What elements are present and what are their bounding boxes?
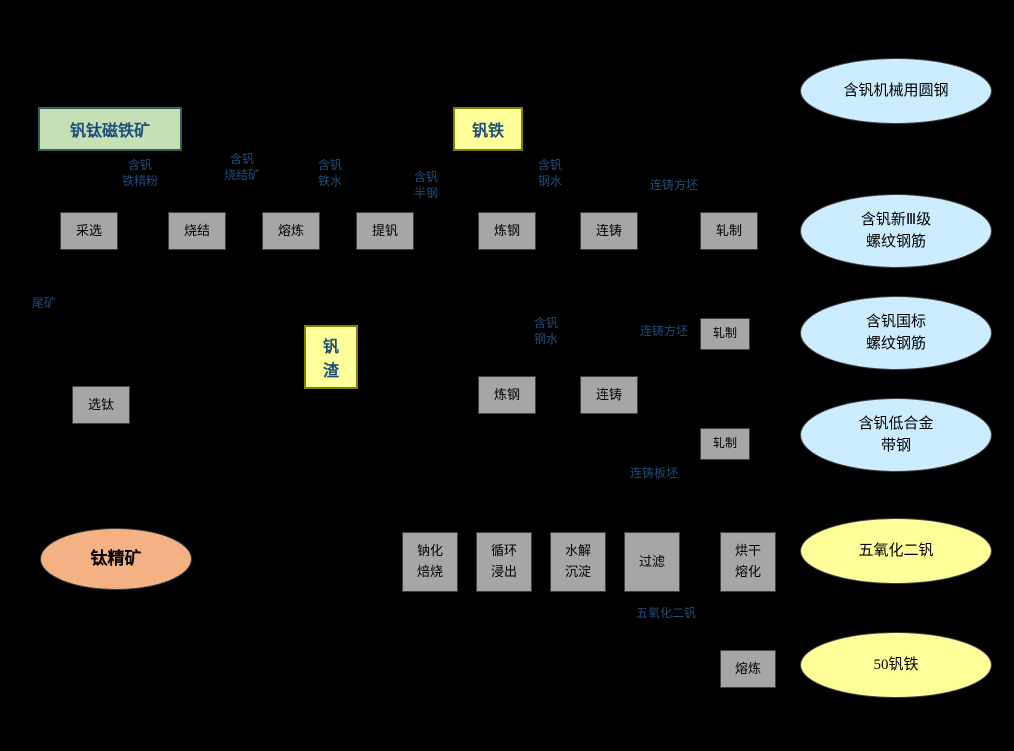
box-caixuan: 采选 [60, 212, 118, 250]
label-sinter: 含钒 烧结矿 [224, 152, 260, 183]
header-vti-ore: 钒钛磁铁矿 [38, 107, 182, 151]
box-zhazhi2: 轧制 [700, 318, 750, 350]
box-shaojie: 烧结 [168, 212, 226, 250]
label-slab: 连铸板坯 [630, 466, 678, 482]
box-liangang1: 炼钢 [478, 212, 536, 250]
header-vfe: 钒铁 [453, 107, 523, 151]
box-ronglian: 熔炼 [262, 212, 320, 250]
box-zhazhi3: 轧制 [700, 428, 750, 460]
box-guolv: 过滤 [624, 532, 680, 592]
box-honggan: 烘干 熔化 [720, 532, 776, 592]
box-xunhuan: 循环 浸出 [476, 532, 532, 592]
ellipse-out-round-steel: 含钒机械用圆钢 [800, 58, 992, 124]
ellipse-out-v2o5: 五氧化二钒 [800, 518, 992, 584]
box-xuanti: 选钛 [72, 386, 130, 424]
label-steel-water2: 含钒 钢水 [534, 316, 558, 347]
label-fe-powder: 含钒 铁精粉 [122, 158, 158, 189]
box-lianzhu1: 连铸 [580, 212, 638, 250]
box-ronglian2: 熔炼 [720, 650, 776, 688]
ellipse-out-50vfe: 50钒铁 [800, 632, 992, 698]
ellipse-out-rebar-gb: 含钒国标 螺纹钢筋 [800, 296, 992, 370]
box-lianzhu2: 连铸 [580, 376, 638, 414]
ellipse-out-rebar-3: 含钒新Ⅲ级 螺纹钢筋 [800, 194, 992, 268]
label-v2o5: 五氧化二钒 [636, 606, 696, 622]
ellipse-out-strip: 含钒低合金 带钢 [800, 398, 992, 472]
box-zhazhi1: 轧制 [700, 212, 758, 250]
flowchart-canvas: { "canvas": { "width": 1014, "height": 7… [0, 0, 1014, 751]
box-shuijie: 水解 沉淀 [550, 532, 606, 592]
label-billet2: 连铸方坯 [640, 324, 688, 340]
label-semi-steel: 含钒 半钢 [414, 170, 438, 201]
label-hot-metal: 含钒 铁水 [318, 158, 342, 189]
label-steel-water1: 含钒 钢水 [538, 158, 562, 189]
box-nahua: 钠化 焙烧 [402, 532, 458, 592]
label-tailings: 尾矿 [32, 296, 56, 312]
box-tifan: 提钒 [356, 212, 414, 250]
header-vslag: 钒 渣 [304, 325, 358, 389]
ellipse-ti-concentrate: 钛精矿 [40, 528, 192, 590]
label-billet1: 连铸方坯 [650, 178, 698, 194]
box-liangang2: 炼钢 [478, 376, 536, 414]
